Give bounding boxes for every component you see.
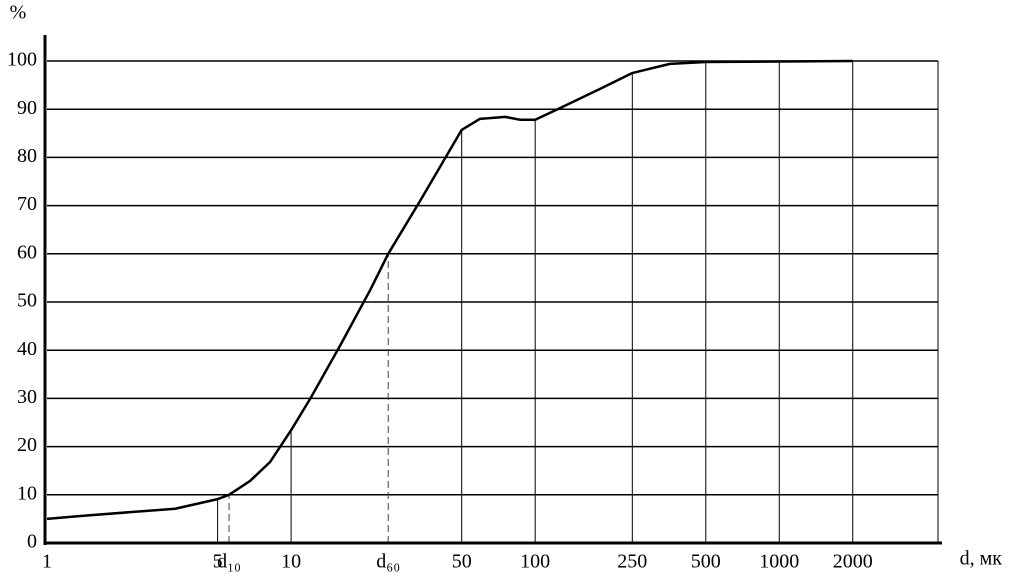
x-tick-label: 250 bbox=[617, 551, 647, 573]
x-tick-label: 10 bbox=[281, 551, 301, 573]
x-axis-label: d, мк bbox=[960, 548, 1003, 570]
y-axis-label: % bbox=[10, 2, 27, 24]
x-tick-label: 1000 bbox=[759, 551, 799, 573]
x-tick-label: 500 bbox=[691, 551, 721, 573]
x-tick-label: 1 bbox=[42, 551, 52, 573]
y-tick-label: 70 bbox=[17, 193, 37, 215]
y-tick-label: 0 bbox=[27, 531, 37, 553]
y-tick-label: 90 bbox=[17, 97, 37, 119]
y-tick-label: 40 bbox=[17, 338, 37, 360]
x-tick-label: 100 bbox=[520, 551, 550, 573]
x-tick-label: 50 bbox=[452, 551, 472, 573]
y-tick-label: 20 bbox=[17, 434, 37, 456]
y-tick-label: 30 bbox=[17, 386, 37, 408]
x-tick-label: d₁₀ bbox=[217, 551, 241, 573]
y-tick-label: 80 bbox=[17, 145, 37, 167]
x-tick-label: 2000 bbox=[833, 551, 873, 573]
y-tick-label: 60 bbox=[17, 241, 37, 263]
y-tick-label: 50 bbox=[17, 290, 37, 312]
y-tick-label: 10 bbox=[17, 482, 37, 504]
x-tick-label: 5 bbox=[213, 551, 223, 573]
y-tick-label: 100 bbox=[7, 49, 37, 71]
curve bbox=[46, 59, 853, 521]
x-tick-label: d₆₀ bbox=[376, 551, 400, 573]
